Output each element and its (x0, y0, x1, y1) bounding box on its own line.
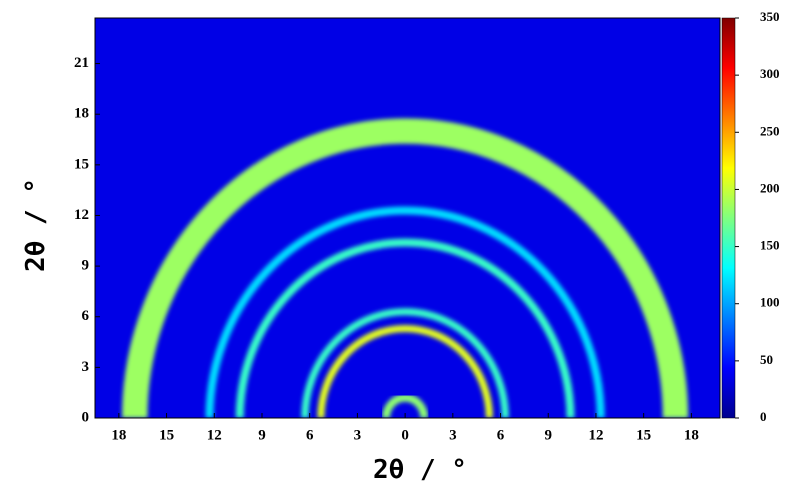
x-tick-label: 3 (354, 427, 362, 443)
x-tick-label: 9 (258, 427, 266, 443)
plot-frame (94, 17, 721, 419)
y-tick-label: 21 (74, 55, 89, 71)
y-tick-label: 9 (82, 258, 90, 274)
ring (235, 238, 575, 418)
colorbar-tick-label: 200 (760, 180, 780, 195)
x-tick-label: 12 (588, 427, 603, 443)
x-tick-label: 0 (401, 427, 409, 443)
plot-area (95, 18, 720, 418)
x-tick-label: 3 (449, 427, 457, 443)
y-tick-label: 0 (82, 409, 90, 425)
x-tick-label: 15 (636, 427, 651, 443)
ring (301, 308, 509, 418)
colorbar-tick-label: 350 (760, 9, 780, 24)
x-axis-label: 2θ / ° (373, 455, 467, 485)
colorbar-tick-label: 100 (760, 295, 780, 310)
background (95, 18, 720, 418)
colorbar-tick-label: 150 (760, 238, 780, 253)
x-tick-label: 18 (684, 427, 699, 443)
y-axis-label: 2θ / ° (21, 178, 51, 272)
y-tick-label: 18 (74, 106, 89, 122)
y-tick-label: 15 (74, 156, 89, 172)
ring (205, 206, 605, 418)
colorbar (721, 17, 736, 419)
x-tick-label: 18 (111, 427, 126, 443)
y-tick-label: 3 (82, 359, 90, 375)
x-tick-label: 12 (207, 427, 222, 443)
x-tick-label: 6 (497, 427, 505, 443)
ring (122, 118, 689, 418)
x-tick-label: 9 (544, 427, 552, 443)
x-tick-label: 6 (306, 427, 314, 443)
ring (382, 394, 429, 418)
y-tick-label: 6 (82, 308, 90, 324)
colorbar-tick-label: 50 (760, 352, 773, 367)
colorbar-tick-label: 250 (760, 123, 780, 138)
x-tick-label: 15 (159, 427, 174, 443)
ring (317, 324, 493, 418)
colorbar-tick-label: 300 (760, 66, 780, 81)
colorbar-tick-label: 0 (760, 409, 767, 424)
y-tick-label: 12 (74, 207, 89, 223)
